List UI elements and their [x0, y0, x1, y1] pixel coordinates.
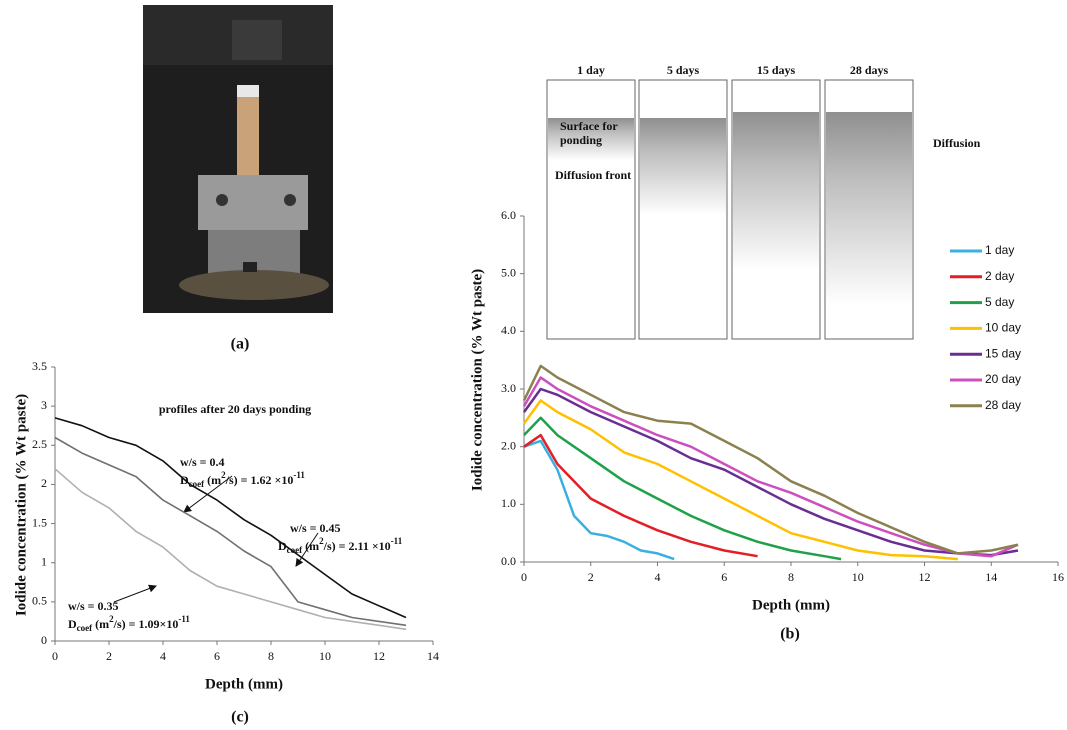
annotation-part: 2 [319, 536, 324, 546]
annotation-part: (m [204, 473, 221, 487]
legend-label: 20 day [985, 372, 1021, 386]
x-axis-title: Depth (mm) [752, 597, 830, 613]
x-tick-label: 14 [427, 649, 439, 663]
annotation-part: /s) = 2.11 ×10 [323, 539, 391, 553]
x-tick-label: 12 [373, 649, 385, 663]
annotation-part: coef [189, 479, 205, 489]
legend-label: 1 day [985, 243, 1014, 257]
annotation: Diffusion [933, 136, 981, 150]
annotation-part: 2 [221, 470, 226, 480]
data-line [54, 436, 407, 627]
legend-label: 5 day [985, 295, 1014, 309]
x-tick-label: 14 [985, 570, 997, 584]
annotation-part: D [180, 473, 189, 487]
data-line [522, 399, 959, 561]
y-tick-label: 6.0 [501, 208, 516, 222]
x-tick-label: 0 [52, 649, 58, 663]
data-line [523, 416, 842, 561]
x-tick-label: 10 [319, 649, 331, 663]
diffusion-zone [548, 118, 634, 160]
y-tick-label: 1.5 [32, 515, 47, 529]
y-tick-label: 3.0 [501, 381, 516, 395]
chart-title: profiles after 20 days ponding [159, 402, 311, 416]
x-tick-label: 4 [160, 649, 166, 663]
y-tick-label: 4.0 [501, 323, 516, 337]
data-line [54, 417, 407, 619]
annotation-part: -11 [391, 536, 403, 546]
arrow [295, 532, 319, 567]
annotation-part: /s) = 1.62 ×10 [225, 473, 294, 487]
annotation-part: D [278, 539, 287, 553]
inset-header: 1 day [577, 63, 605, 77]
arrow [183, 475, 233, 513]
diffusion-zone [640, 118, 726, 215]
annotation: ponding [560, 133, 602, 147]
legend-label: 28 day [985, 398, 1021, 412]
x-tick-label: 8 [788, 570, 794, 584]
annotation: Diffusion front [555, 168, 631, 182]
annotation: Dcoef (m2/s) = 2.11 ×10-11 [278, 536, 403, 555]
annotation: w/s = 0.35 [68, 599, 119, 613]
diffusion-zone [733, 112, 819, 270]
x-tick-label: 16 [1052, 570, 1064, 584]
annotation: Surface for [560, 119, 618, 133]
arrow [113, 584, 157, 603]
y-tick-label: 2.0 [501, 438, 516, 452]
inset-header: 5 days [667, 63, 700, 77]
y-tick-label: 1.0 [501, 496, 516, 510]
y-tick-label: 3 [41, 398, 47, 412]
caption: (c) [231, 709, 249, 726]
x-tick-label: 8 [268, 649, 274, 663]
x-tick-label: 6 [721, 570, 727, 584]
y-tick-label: 1 [41, 554, 47, 568]
legend-label: 2 day [985, 269, 1014, 283]
y-tick-label: 0 [41, 633, 47, 647]
annotation-part: /s) = 1.09×10 [113, 617, 179, 631]
y-tick-label: 2.5 [32, 437, 47, 451]
data-line [522, 387, 1019, 557]
annotation-part: coef [77, 623, 93, 633]
x-tick-label: 4 [655, 570, 661, 584]
annotation: Dcoef (m2/s) = 1.09×10-11 [68, 614, 190, 633]
photo [143, 5, 333, 313]
annotation-part: -11 [293, 470, 305, 480]
x-tick-label: 10 [852, 570, 864, 584]
y-tick-label: 5.0 [501, 265, 516, 279]
annotation: Dcoef (m2/s) = 1.62 ×10-11 [180, 470, 305, 489]
inset-header: 15 days [757, 63, 796, 77]
data-line [523, 439, 675, 561]
x-tick-label: 12 [919, 570, 931, 584]
y-axis-title: Iodide concentration (% Wt paste) [13, 394, 29, 616]
y-tick-label: 0.0 [501, 554, 516, 568]
x-axis-title: Depth (mm) [205, 676, 283, 692]
data-line [54, 468, 407, 631]
annotation-part: coef [287, 545, 303, 555]
annotation: w/s = 0.4 [180, 455, 225, 469]
caption: (b) [780, 626, 800, 643]
data-line [522, 376, 1019, 558]
legend-label: 15 day [985, 346, 1021, 360]
y-tick-label: 0.5 [32, 594, 47, 608]
annotation-part: -11 [178, 614, 190, 624]
y-tick-label: 2 [41, 476, 47, 490]
annotation-part: 2 [109, 614, 114, 624]
y-axis-title: Iodide concentration (% Wt paste) [469, 269, 485, 491]
annotation-part: (m [92, 617, 109, 631]
annotation-part: D [68, 617, 77, 631]
x-tick-label: 0 [521, 570, 527, 584]
x-tick-label: 6 [214, 649, 220, 663]
data-line [522, 364, 1019, 555]
x-tick-label: 2 [588, 570, 594, 584]
x-tick-label: 2 [106, 649, 112, 663]
annotation: w/s = 0.45 [290, 521, 341, 535]
caption: (a) [231, 336, 250, 353]
y-tick-label: 3.5 [32, 359, 47, 373]
diffusion-zone [826, 112, 912, 305]
annotation-part: (m [302, 539, 319, 553]
inset-header: 28 days [850, 63, 889, 77]
data-line [523, 433, 758, 558]
legend-label: 10 day [985, 321, 1021, 335]
